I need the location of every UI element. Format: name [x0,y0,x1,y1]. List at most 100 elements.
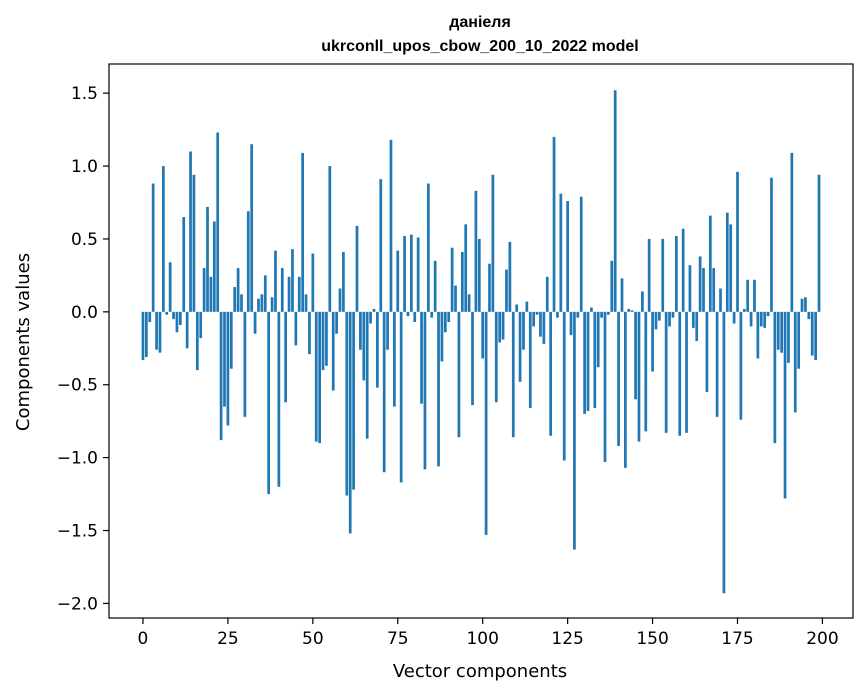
chart-title: даніеля [449,14,511,31]
x-tick-label: 25 [217,629,239,649]
bar [447,311,451,323]
bar [481,311,485,359]
bar [413,311,417,323]
bar [280,268,284,312]
bar [202,268,206,312]
bar [708,215,712,312]
bar [766,311,770,317]
bars-group [141,90,821,594]
bar [369,311,372,324]
bar [321,311,325,371]
bar [161,166,165,312]
bar [528,311,532,409]
bar [576,311,580,318]
bar [219,311,223,441]
bar [304,294,308,312]
bar [328,166,332,312]
bar [260,294,264,312]
bar [613,90,617,312]
bar [263,275,267,312]
bar [562,311,566,461]
y-tick-label: 0.5 [71,230,98,250]
y-axis-label: Components values [13,253,34,431]
bar [172,311,175,320]
x-tick-label: 150 [636,629,668,649]
bar [535,311,539,315]
bar [620,278,624,312]
bar [141,311,145,360]
bar [325,311,328,366]
bar [617,311,620,446]
bar [549,311,553,436]
x-axis-ticks: 0 25 50 75 100 125 150 175 200 [138,618,839,649]
bar [539,311,542,337]
bar [545,276,549,312]
bar [195,311,199,371]
bar [454,285,457,312]
bar [797,311,801,369]
bar [505,269,508,312]
bar [416,237,420,312]
bar [770,177,773,312]
bar [511,311,515,438]
y-tick-label: −2.0 [57,594,98,614]
bar [386,311,389,350]
bar [297,276,301,312]
bar [583,311,586,414]
bar [695,311,699,341]
bar [209,276,213,312]
bar [787,311,790,363]
bar [274,250,277,312]
bar [800,298,804,312]
bar [508,241,512,312]
x-tick-label: 200 [806,629,838,649]
bar [311,253,315,312]
bar [467,294,471,312]
bar [359,311,362,350]
bar [308,311,311,355]
bar [753,279,756,312]
bar [600,311,603,318]
bar [664,311,668,433]
bar [756,311,760,359]
bar [780,311,784,353]
bar [807,311,811,320]
bar [352,311,355,490]
bar [603,311,607,463]
bar [355,225,359,312]
bar [287,276,291,312]
bar [314,311,318,442]
bar [688,265,692,312]
bar [725,212,729,312]
bar [518,311,522,382]
x-tick-label: 75 [387,629,409,649]
bar [573,311,576,550]
bar [433,260,437,312]
bar [542,311,546,344]
bar [630,310,634,312]
bar [389,139,393,312]
bar [420,311,423,404]
bar [212,221,216,312]
bar [627,308,631,312]
y-tick-label: −1.0 [57,449,98,469]
bar [647,238,651,312]
bar [233,287,237,312]
bar [702,268,705,312]
bar [498,311,502,343]
bar [362,311,366,381]
bar [372,308,376,312]
bar [393,311,396,407]
bar [460,252,464,312]
bar [430,311,434,318]
bar [348,311,352,534]
bar [749,311,753,327]
bar [783,311,787,499]
bar [736,171,739,312]
bar [471,311,474,406]
bar [651,311,654,372]
bar [678,311,682,436]
bar [226,311,230,426]
x-axis-label: Vector components [393,661,567,682]
